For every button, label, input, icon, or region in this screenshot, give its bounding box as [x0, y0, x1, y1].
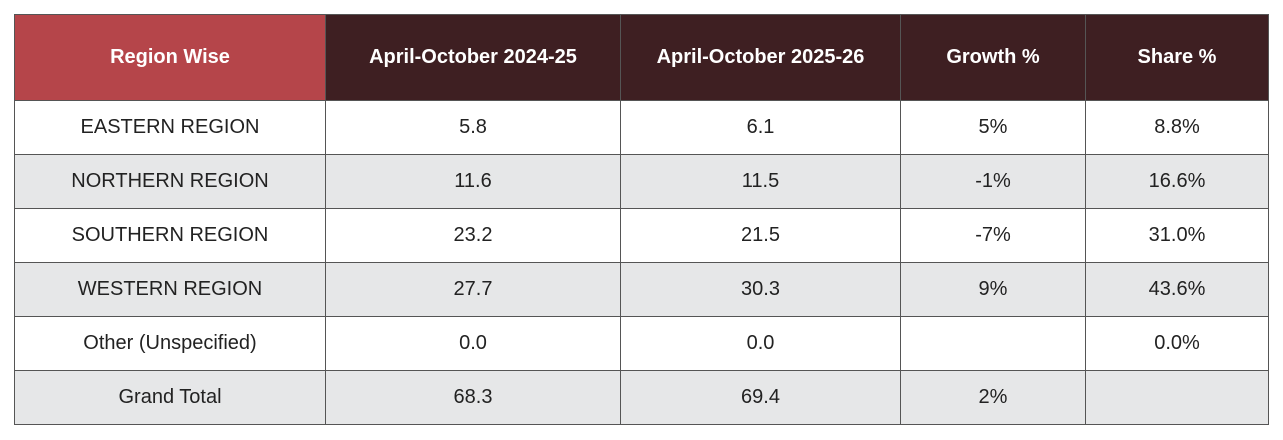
header-cell: Region Wise	[14, 14, 326, 101]
table-row: Grand Total 68.3 69.4 2%	[14, 370, 1269, 425]
table-row: NORTHERN REGION 11.6 11.5 -1% 16.6%	[14, 154, 1269, 209]
region-cell: SOUTHERN REGION	[14, 208, 326, 263]
value-cell: 8.8%	[1085, 100, 1269, 155]
value-cell: 69.4	[620, 370, 901, 425]
value-cell: 43.6%	[1085, 262, 1269, 317]
value-cell: 5.8	[325, 100, 621, 155]
value-cell	[900, 316, 1086, 371]
value-cell: -1%	[900, 154, 1086, 209]
table-row: Other (Unspecified) 0.0 0.0 0.0%	[14, 316, 1269, 371]
value-cell: 11.6	[325, 154, 621, 209]
value-cell: -7%	[900, 208, 1086, 263]
table-row: EASTERN REGION 5.8 6.1 5% 8.8%	[14, 100, 1269, 155]
value-cell: 11.5	[620, 154, 901, 209]
region-cell: WESTERN REGION	[14, 262, 326, 317]
region-cell: Grand Total	[14, 370, 326, 425]
value-cell: 27.7	[325, 262, 621, 317]
value-cell: 23.2	[325, 208, 621, 263]
value-cell: 9%	[900, 262, 1086, 317]
header-cell: April-October 2024-25	[325, 14, 621, 101]
header-cell: April-October 2025-26	[620, 14, 901, 101]
region-cell: Other (Unspecified)	[14, 316, 326, 371]
value-cell	[1085, 370, 1269, 425]
table-row: WESTERN REGION 27.7 30.3 9% 43.6%	[14, 262, 1269, 317]
value-cell: 30.3	[620, 262, 901, 317]
value-cell: 0.0%	[1085, 316, 1269, 371]
value-cell: 31.0%	[1085, 208, 1269, 263]
value-cell: 21.5	[620, 208, 901, 263]
table-row: SOUTHERN REGION 23.2 21.5 -7% 31.0%	[14, 208, 1269, 263]
header-cell: Share %	[1085, 14, 1269, 101]
value-cell: 6.1	[620, 100, 901, 155]
value-cell: 2%	[900, 370, 1086, 425]
value-cell: 0.0	[325, 316, 621, 371]
value-cell: 16.6%	[1085, 154, 1269, 209]
value-cell: 5%	[900, 100, 1086, 155]
table-body: EASTERN REGION 5.8 6.1 5% 8.8% NORTHERN REGIO…	[14, 100, 1269, 425]
value-cell: 0.0	[620, 316, 901, 371]
region-cell: NORTHERN REGION	[14, 154, 326, 209]
header-row: Region Wise April-October 2024-25 April-Oc…	[14, 14, 1269, 101]
header-cell: Growth %	[900, 14, 1086, 101]
region-table: Region Wise April-October 2024-25 April-Oc…	[14, 14, 1269, 425]
value-cell: 68.3	[325, 370, 621, 425]
region-cell: EASTERN REGION	[14, 100, 326, 155]
